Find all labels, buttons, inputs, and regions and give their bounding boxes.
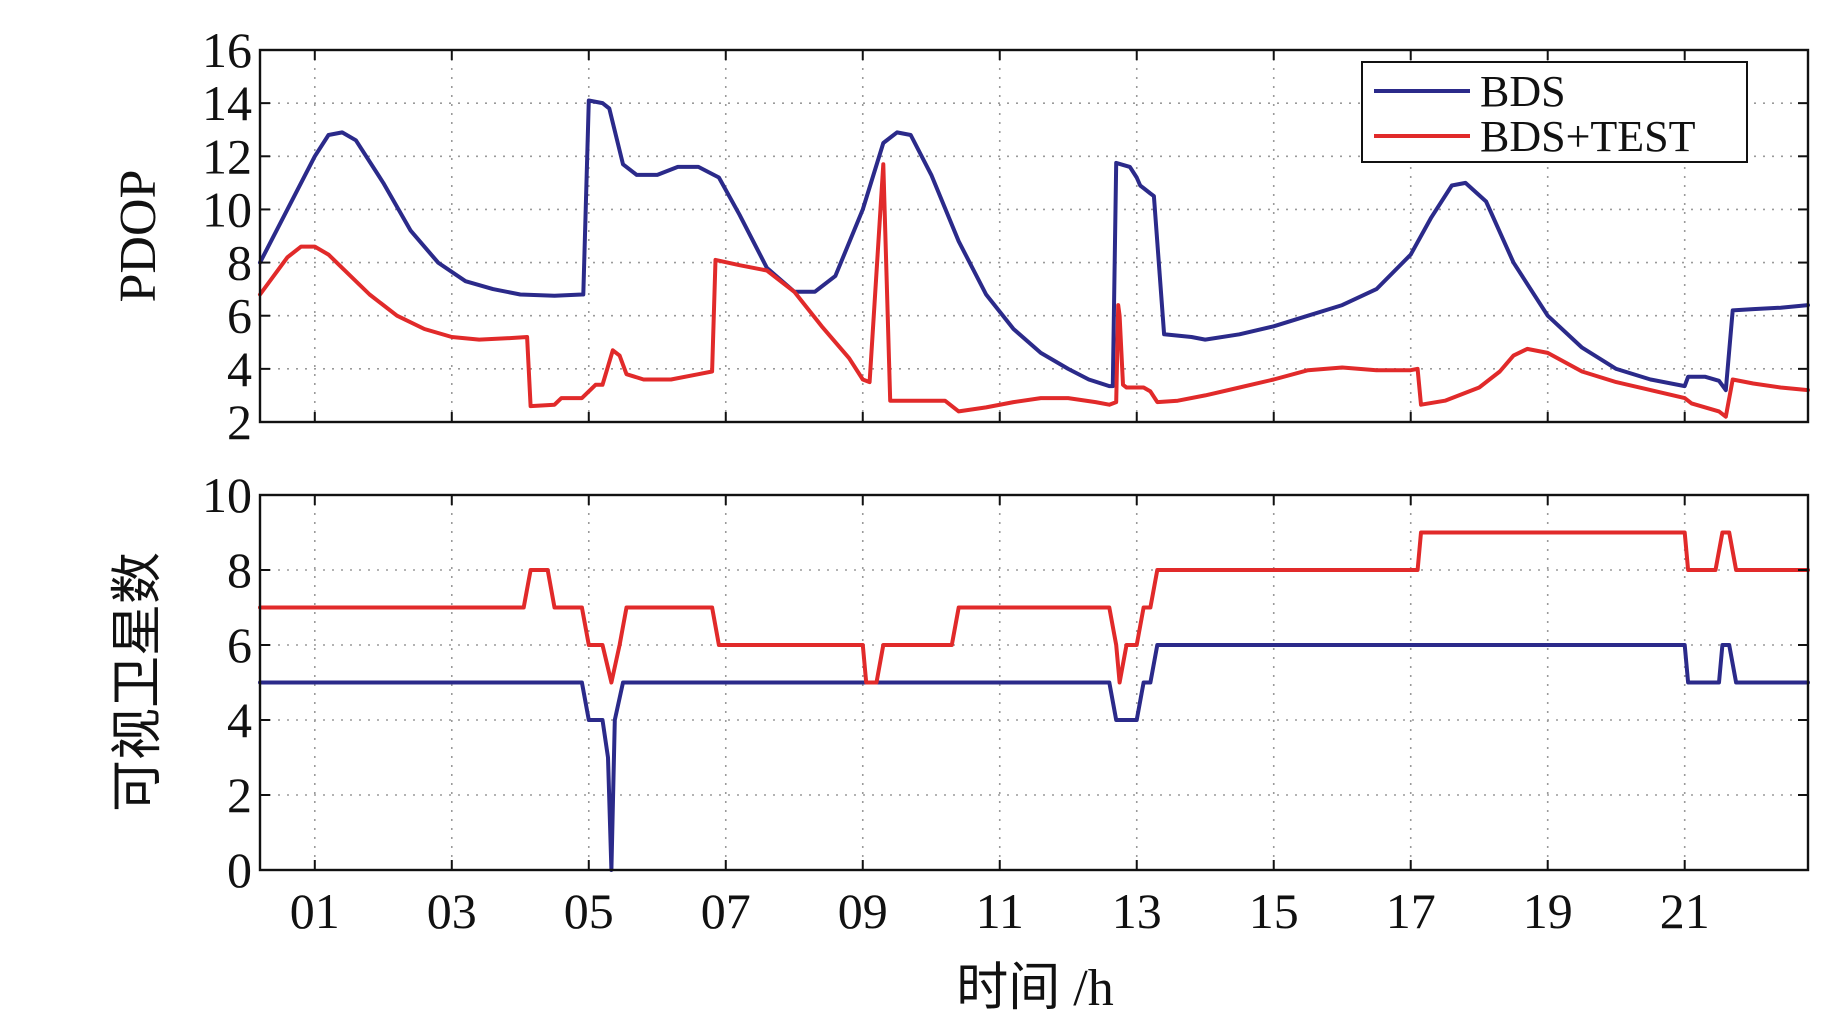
y-tick-label: 12	[202, 128, 252, 184]
plot-frame	[258, 493, 1810, 872]
plot-frame	[258, 48, 1810, 424]
x-axis-label: 时间 /h	[956, 960, 1113, 1016]
y-tick-label: 10	[202, 467, 252, 523]
y-tick-label: 8	[227, 235, 252, 291]
x-tick-label: 15	[1249, 883, 1299, 939]
series-line-bds-test	[258, 162, 1810, 419]
x-tick-label: 13	[1112, 883, 1162, 939]
series-line-bds	[258, 643, 1810, 872]
y-tick-label: 0	[227, 842, 252, 898]
y-tick-label: 6	[227, 617, 252, 673]
legend-label: BDS	[1480, 67, 1566, 116]
y-tick-label: 6	[227, 288, 252, 344]
satellite-y-axis-label: 可视卫星数	[110, 552, 167, 812]
y-tick-label: 4	[227, 692, 252, 748]
satellite-count-panel: 0 2 4 6 8 10 01 03 05 07 09 11 13 15 17 19 21 可视卫星数	[110, 467, 1810, 939]
x-tick-label: 05	[564, 883, 614, 939]
x-tick-label: 07	[701, 883, 751, 939]
y-tick-label: 14	[202, 75, 252, 131]
x-tick-label: 21	[1660, 883, 1710, 939]
pdop-y-axis-label: PDOP	[110, 170, 167, 303]
x-tick-label: 17	[1386, 883, 1436, 939]
x-tick-label: 09	[838, 883, 888, 939]
y-tick-label: 8	[227, 542, 252, 598]
x-tick-label: 19	[1523, 883, 1573, 939]
y-tick-label: 16	[202, 22, 252, 78]
y-tick-label: 2	[227, 394, 252, 450]
y-tick-label: 2	[227, 767, 252, 823]
legend-box	[1361, 61, 1748, 163]
y-tick-label: 4	[227, 341, 252, 397]
y-tick-label: 10	[202, 181, 252, 237]
series-line-bds	[258, 98, 1810, 393]
x-tick-label: 11	[976, 883, 1024, 939]
series-line-bds-test	[258, 530, 1810, 685]
legend-label: BDS+TEST	[1480, 112, 1696, 161]
x-tick-label: 03	[427, 883, 477, 939]
x-tick-label: 01	[290, 883, 340, 939]
